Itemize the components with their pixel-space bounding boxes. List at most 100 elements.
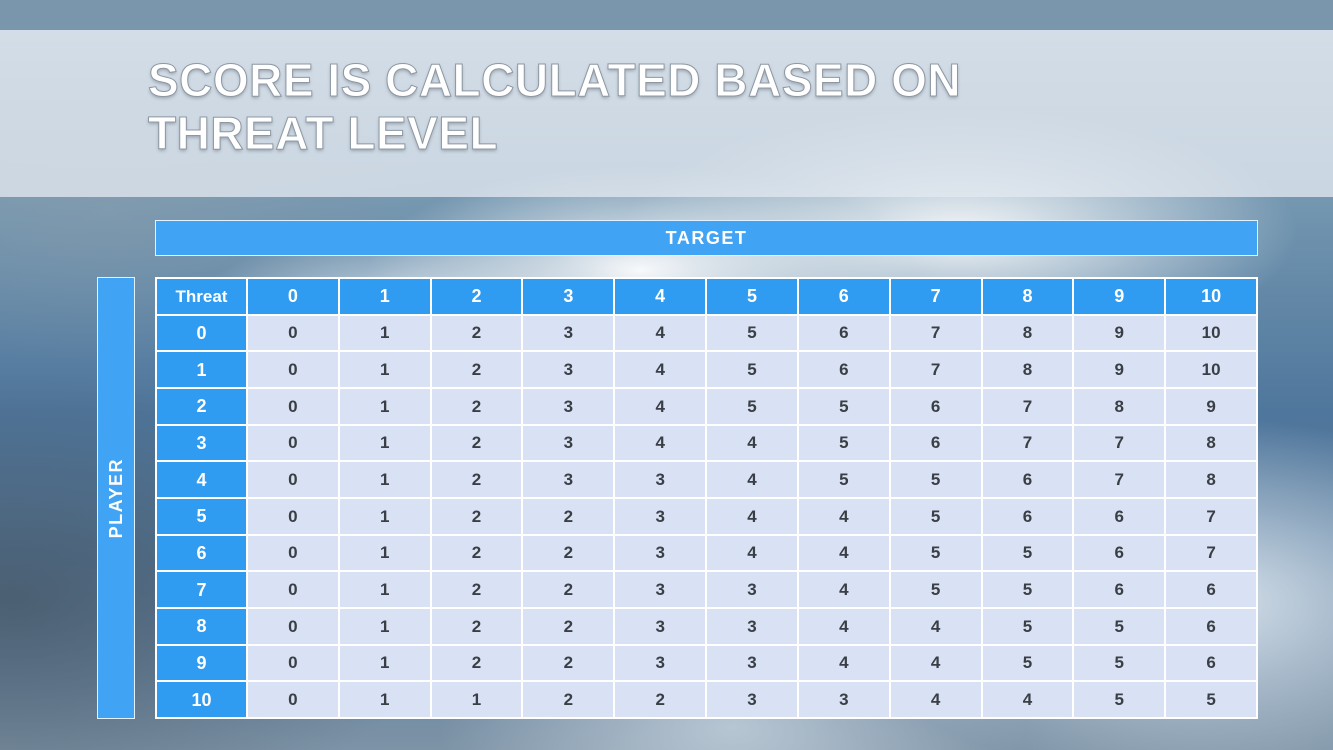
column-header-cell-5: 5 [707,279,797,314]
slide-title: SCORE IS CALCULATED BASED ON THREAT LEVEL [0,30,1333,161]
score-cell-r8-c4: 3 [615,609,706,644]
score-cell-r10-c8: 4 [982,682,1073,717]
score-cell-r0-c7: 7 [890,315,981,351]
score-cell-r10-c0: 0 [248,682,338,717]
target-label-text: TARGET [665,227,748,248]
score-cell-r7-c8: 5 [982,572,1073,607]
score-cell-r6-c8: 5 [982,535,1073,571]
player-axis-header: PLAYER [97,277,135,719]
score-cell-r2-c0: 0 [248,389,338,424]
score-cell-r1-c8: 8 [982,352,1073,387]
score-cell-r0-c6: 6 [798,315,889,351]
score-cell-r9-c2: 2 [431,645,522,681]
target-axis-header: TARGET [155,220,1258,256]
column-header-cell-8: 8 [982,279,1073,314]
score-cell-r9-c4: 3 [615,645,706,681]
score-cell-r1-c4: 4 [615,352,706,387]
score-cell-r4-c2: 2 [431,462,522,497]
score-cell-r9-c6: 4 [798,645,889,681]
score-cell-r5-c4: 3 [615,499,706,534]
score-cell-r10-c1: 1 [339,682,430,717]
row-header-cell-3: 3 [157,425,246,461]
column-header-cell-4: 4 [615,279,706,314]
score-cell-r2-c9: 8 [1074,389,1165,424]
score-cell-r0-c3: 3 [523,315,614,351]
score-cell-r10-c4: 2 [615,682,706,717]
score-cell-r1-c1: 1 [339,352,430,387]
score-cell-r6-c4: 3 [615,535,706,571]
score-cell-r3-c6: 5 [798,425,889,461]
score-cell-r5-c2: 2 [431,499,522,534]
score-cell-r2-c6: 5 [798,389,889,424]
score-cell-r10-c5: 3 [707,682,797,717]
score-cell-r4-c6: 5 [798,462,889,497]
score-cell-r0-c4: 4 [615,315,706,351]
score-cell-r1-c0: 0 [248,352,338,387]
column-header-cell-10: 10 [1166,279,1256,314]
score-cell-r10-c6: 3 [798,682,889,717]
score-cell-r6-c2: 2 [431,535,522,571]
score-cell-r1-c7: 7 [890,352,981,387]
score-cell-r9-c10: 6 [1166,645,1256,681]
score-cell-r7-c9: 6 [1074,572,1165,607]
column-header-cell-3: 3 [523,279,614,314]
top-accent-strip [0,0,1333,30]
score-cell-r10-c9: 5 [1074,682,1165,717]
score-cell-r0-c9: 9 [1074,315,1165,351]
column-header-cell-0: 0 [248,279,338,314]
score-cell-r8-c2: 2 [431,609,522,644]
score-cell-r6-c0: 0 [248,535,338,571]
score-cell-r7-c6: 4 [798,572,889,607]
score-cell-r2-c8: 7 [982,389,1073,424]
score-cell-r1-c2: 2 [431,352,522,387]
corner-header-cell: Threat [157,279,246,314]
score-cell-r8-c0: 0 [248,609,338,644]
score-cell-r6-c9: 6 [1074,535,1165,571]
score-cell-r0-c0: 0 [248,315,338,351]
score-cell-r3-c7: 6 [890,425,981,461]
row-header-cell-0: 0 [157,315,246,351]
score-cell-r6-c10: 7 [1166,535,1256,571]
score-cell-r4-c5: 4 [707,462,797,497]
score-cell-r10-c7: 4 [890,682,981,717]
score-cell-r6-c7: 5 [890,535,981,571]
column-header-cell-6: 6 [798,279,889,314]
score-cell-r8-c3: 2 [523,609,614,644]
score-cell-r5-c8: 6 [982,499,1073,534]
score-cell-r2-c7: 6 [890,389,981,424]
score-cell-r1-c3: 3 [523,352,614,387]
score-cell-r1-c5: 5 [707,352,797,387]
score-cell-r3-c1: 1 [339,425,430,461]
score-cell-r5-c7: 5 [890,499,981,534]
score-cell-r6-c3: 2 [523,535,614,571]
score-cell-r9-c9: 5 [1074,645,1165,681]
score-cell-r8-c10: 6 [1166,609,1256,644]
score-cell-r4-c4: 3 [615,462,706,497]
score-cell-r2-c2: 2 [431,389,522,424]
score-cell-r3-c9: 7 [1074,425,1165,461]
score-cell-r0-c1: 1 [339,315,430,351]
score-cell-r7-c1: 1 [339,572,430,607]
score-cell-r3-c2: 2 [431,425,522,461]
score-cell-r9-c8: 5 [982,645,1073,681]
score-cell-r0-c10: 10 [1166,315,1256,351]
score-cell-r5-c9: 6 [1074,499,1165,534]
score-cell-r5-c3: 2 [523,499,614,534]
score-cell-r6-c6: 4 [798,535,889,571]
score-cell-r8-c7: 4 [890,609,981,644]
row-header-cell-2: 2 [157,389,246,424]
score-cell-r7-c3: 2 [523,572,614,607]
score-cell-r3-c0: 0 [248,425,338,461]
score-cell-r2-c5: 5 [707,389,797,424]
score-cell-r1-c6: 6 [798,352,889,387]
score-cell-r7-c10: 6 [1166,572,1256,607]
score-cell-r8-c5: 3 [707,609,797,644]
score-cell-r1-c10: 10 [1166,352,1256,387]
slide-title-line1: SCORE IS CALCULATED BASED ON [147,54,962,107]
row-header-cell-6: 6 [157,535,246,571]
row-header-cell-7: 7 [157,572,246,607]
score-cell-r5-c5: 4 [707,499,797,534]
score-cell-r2-c1: 1 [339,389,430,424]
score-cell-r3-c4: 4 [615,425,706,461]
